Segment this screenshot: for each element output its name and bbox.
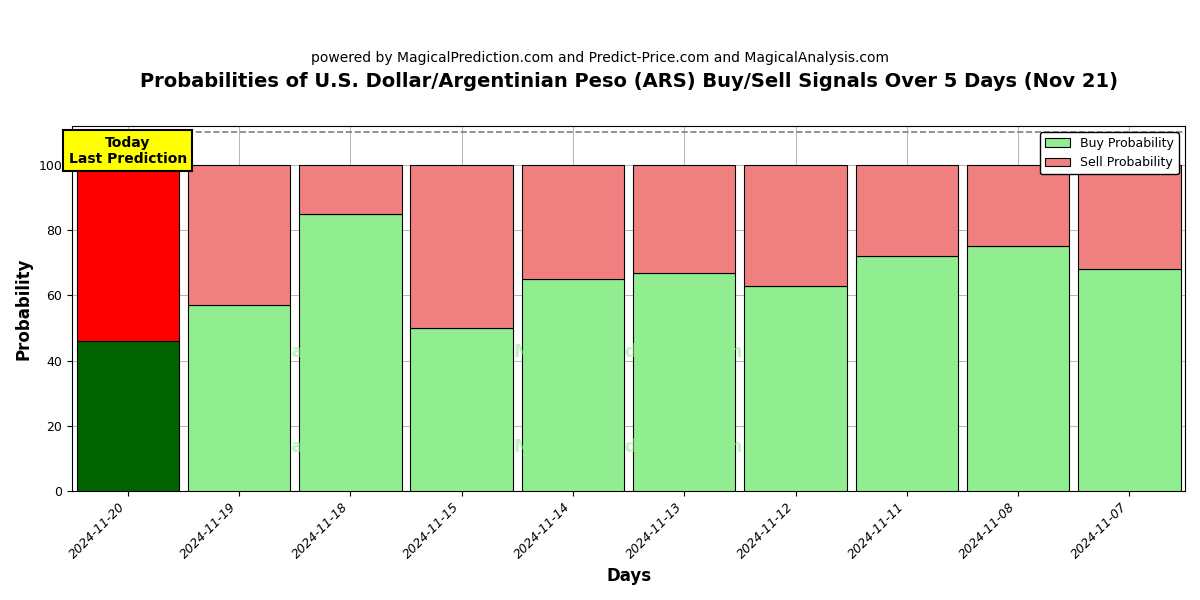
Bar xyxy=(299,165,402,214)
Bar xyxy=(856,165,958,256)
Bar xyxy=(522,165,624,279)
Bar xyxy=(1078,269,1181,491)
Bar xyxy=(744,165,847,286)
Text: calAnalysis.com: calAnalysis.com xyxy=(236,438,397,456)
Bar xyxy=(744,286,847,491)
Text: Today
Last Prediction: Today Last Prediction xyxy=(68,136,187,166)
Text: MagicalPrediction.com: MagicalPrediction.com xyxy=(514,343,743,361)
Title: Probabilities of U.S. Dollar/Argentinian Peso (ARS) Buy/Sell Signals Over 5 Days: Probabilities of U.S. Dollar/Argentinian… xyxy=(139,72,1117,91)
Bar xyxy=(410,165,512,328)
Bar xyxy=(522,279,624,491)
Bar xyxy=(77,165,179,341)
Bar xyxy=(188,165,290,305)
Bar xyxy=(410,328,512,491)
Bar xyxy=(856,256,958,491)
Legend: Buy Probability, Sell Probability: Buy Probability, Sell Probability xyxy=(1040,132,1178,175)
Bar xyxy=(967,165,1069,247)
X-axis label: Days: Days xyxy=(606,567,652,585)
Bar xyxy=(634,165,736,272)
Bar xyxy=(634,272,736,491)
Text: powered by MagicalPrediction.com and Predict-Price.com and MagicalAnalysis.com: powered by MagicalPrediction.com and Pre… xyxy=(311,51,889,65)
Bar xyxy=(77,341,179,491)
Bar xyxy=(188,305,290,491)
Text: MagicalPrediction.com: MagicalPrediction.com xyxy=(514,438,743,456)
Bar xyxy=(299,214,402,491)
Bar xyxy=(1078,165,1181,269)
Y-axis label: Probability: Probability xyxy=(16,257,34,359)
Bar xyxy=(967,247,1069,491)
Text: calAnalysis.com: calAnalysis.com xyxy=(236,343,397,361)
